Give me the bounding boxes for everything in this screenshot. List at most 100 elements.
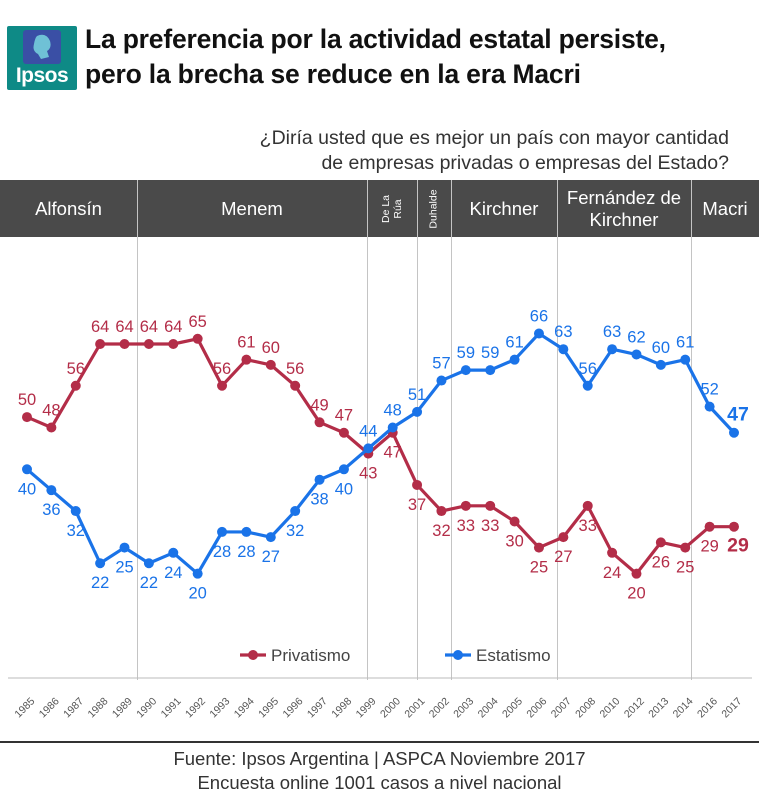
question-line-2: de empresas privadas o empresas del Esta… — [321, 152, 729, 174]
era-header-bar — [0, 180, 759, 237]
x-tick-label: 2002 — [427, 695, 452, 720]
data-label: 29 — [727, 535, 749, 557]
data-label: 36 — [42, 501, 60, 519]
data-label: 22 — [140, 574, 158, 592]
data-label: 57 — [432, 355, 450, 373]
x-tick-label: 1999 — [354, 695, 379, 720]
data-label: 30 — [505, 532, 523, 550]
data-label: 28 — [213, 543, 231, 561]
data-label: 47 — [384, 444, 402, 462]
data-point — [290, 506, 301, 517]
data-label: 26 — [652, 553, 670, 571]
data-label: 43 — [359, 465, 377, 483]
data-point — [412, 479, 423, 490]
data-point — [485, 365, 496, 376]
x-tick-label: 2003 — [451, 695, 476, 720]
data-label: 61 — [505, 334, 523, 352]
x-tick-label: 1994 — [232, 695, 257, 720]
data-label: 33 — [481, 517, 499, 535]
era-kirchner: Kirchner — [469, 197, 539, 219]
x-tick-label: 1991 — [159, 695, 184, 720]
data-point — [460, 365, 471, 376]
logo-text: Ipsos — [15, 64, 69, 87]
era-divider — [691, 180, 692, 680]
data-point — [729, 427, 739, 438]
title-line-2: pero la brecha se reduce en la era Macri — [85, 59, 581, 89]
legend-label: Estatismo — [476, 646, 551, 665]
data-point — [22, 464, 32, 475]
series-line-privatismo — [26, 337, 734, 576]
data-point — [70, 506, 81, 517]
data-label: 28 — [237, 543, 255, 561]
data-point — [192, 568, 203, 579]
data-point — [582, 380, 593, 391]
footer-sample: Encuesta online 1001 casos a nivel nacio… — [197, 772, 562, 793]
data-label: 48 — [384, 402, 402, 420]
x-tick-label: 1987 — [61, 695, 86, 720]
footer-source: Fuente: Ipsos Argentina | ASPCA Noviembr… — [173, 748, 586, 769]
data-label: 56 — [579, 360, 597, 378]
data-point — [241, 354, 252, 365]
x-tick-label: 2012 — [622, 695, 647, 720]
data-label: 25 — [530, 559, 548, 577]
data-label: 33 — [457, 517, 475, 535]
data-point — [680, 542, 691, 553]
data-label: 27 — [262, 548, 280, 566]
data-label: 59 — [457, 344, 475, 362]
data-point — [655, 359, 666, 370]
x-tick-label: 2017 — [719, 695, 744, 720]
x-tick-label: 2014 — [671, 695, 696, 720]
x-tick-label: 1988 — [86, 695, 111, 720]
data-point — [338, 464, 349, 475]
era-menem: Menem — [221, 197, 283, 219]
data-point — [168, 547, 179, 558]
data-point — [290, 380, 301, 391]
x-tick-label: 2000 — [378, 695, 403, 720]
data-label: 64 — [164, 318, 182, 336]
data-label: 32 — [432, 522, 450, 540]
data-label: 56 — [67, 360, 85, 378]
x-tick-label: 1985 — [12, 695, 37, 720]
data-label: 27 — [554, 548, 572, 566]
data-label: 60 — [262, 339, 280, 357]
data-label: 64 — [115, 318, 133, 336]
data-label: 40 — [335, 480, 353, 498]
data-label: 24 — [164, 564, 182, 582]
x-tick-label: 2004 — [476, 695, 501, 720]
x-tick-label: 1993 — [207, 695, 232, 720]
data-point — [119, 542, 130, 553]
x-tick-label: 1998 — [329, 695, 354, 720]
x-tick-label: 2010 — [597, 695, 622, 720]
data-label: 20 — [188, 585, 206, 603]
data-label: 61 — [237, 334, 255, 352]
legend-swatch-marker — [248, 650, 258, 660]
data-label: 24 — [603, 564, 621, 582]
data-label: 56 — [213, 360, 231, 378]
era-divider — [417, 180, 418, 680]
data-label: 38 — [310, 491, 328, 509]
data-label: 64 — [140, 318, 158, 336]
data-label: 47 — [727, 404, 749, 426]
x-tick-label: 2006 — [524, 695, 549, 720]
data-label: 48 — [42, 402, 60, 420]
data-point — [607, 547, 618, 558]
x-tick-label: 1990 — [134, 695, 159, 720]
ipsos-logo: Ipsos — [7, 26, 77, 90]
data-point — [460, 500, 471, 511]
data-point — [119, 339, 130, 349]
data-label: 40 — [18, 480, 36, 498]
data-point — [509, 516, 520, 527]
x-tick-label: 2007 — [549, 695, 574, 720]
x-tick-label: 1986 — [37, 695, 62, 720]
data-point — [22, 412, 32, 423]
data-label: 62 — [627, 328, 645, 346]
data-point — [143, 558, 154, 569]
legend-label: Privatismo — [271, 646, 350, 665]
data-label: 49 — [310, 396, 328, 414]
data-point — [314, 474, 325, 485]
data-point — [70, 380, 81, 391]
data-point — [680, 354, 691, 365]
data-label: 50 — [18, 391, 36, 409]
data-point — [217, 380, 228, 391]
x-tick-label: 2016 — [695, 695, 720, 720]
